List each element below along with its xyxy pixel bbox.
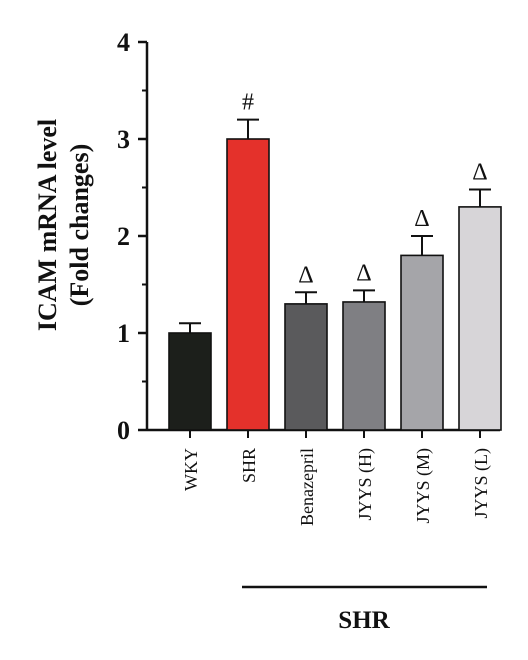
y-tick-label: 3 <box>117 125 130 154</box>
x-category-label: JYYS (H) <box>355 448 376 521</box>
x-category-label-group: WKY <box>181 448 201 491</box>
bar <box>400 254 444 431</box>
x-category-label-group: JYYS (H) <box>355 448 376 521</box>
bar <box>284 303 328 431</box>
x-category-label-group: JYYS (M) <box>413 448 434 524</box>
y-axis-label: ICAM mRNA level (Fold changes) <box>33 119 94 331</box>
x-category-label: WKY <box>181 448 201 491</box>
y-tick-label: 4 <box>117 28 130 57</box>
bar <box>458 206 502 431</box>
bar <box>168 332 212 431</box>
bar <box>342 301 386 431</box>
bar <box>226 138 270 431</box>
significance-marker: # <box>242 90 254 116</box>
significance-marker: Δ <box>414 206 429 232</box>
x-category-label: JYYS (L) <box>471 448 492 519</box>
y-axis-label-line-1: ICAM mRNA level <box>33 119 62 331</box>
bars: # Δ Δ Δ Δ <box>168 90 502 431</box>
x-category-label: JYYS (M) <box>413 448 434 524</box>
x-category-label-group: Benazepril <box>297 448 317 526</box>
y-tick-label: 2 <box>117 222 130 251</box>
x-axis-categories: WKY SHR Benazepril JYYS (H) JYYS (M) JYYS (L) <box>181 430 492 526</box>
significance-marker: Δ <box>356 260 371 286</box>
y-tick-label: 0 <box>117 416 130 445</box>
x-category-label: SHR <box>239 448 259 483</box>
x-category-label: Benazepril <box>297 448 317 526</box>
group-bracket: SHR <box>242 585 487 634</box>
y-axis-label-line-2: (Fold changes) <box>65 144 94 307</box>
significance-marker: Δ <box>298 262 313 288</box>
group-label: SHR <box>338 607 390 634</box>
x-category-label-group: JYYS (L) <box>471 448 492 519</box>
y-axis-ticks: 0 1 2 3 4 <box>117 28 147 445</box>
significance-marker: Δ <box>472 159 487 185</box>
y-tick-label: 1 <box>117 319 130 348</box>
x-category-label-group: SHR <box>239 448 259 483</box>
